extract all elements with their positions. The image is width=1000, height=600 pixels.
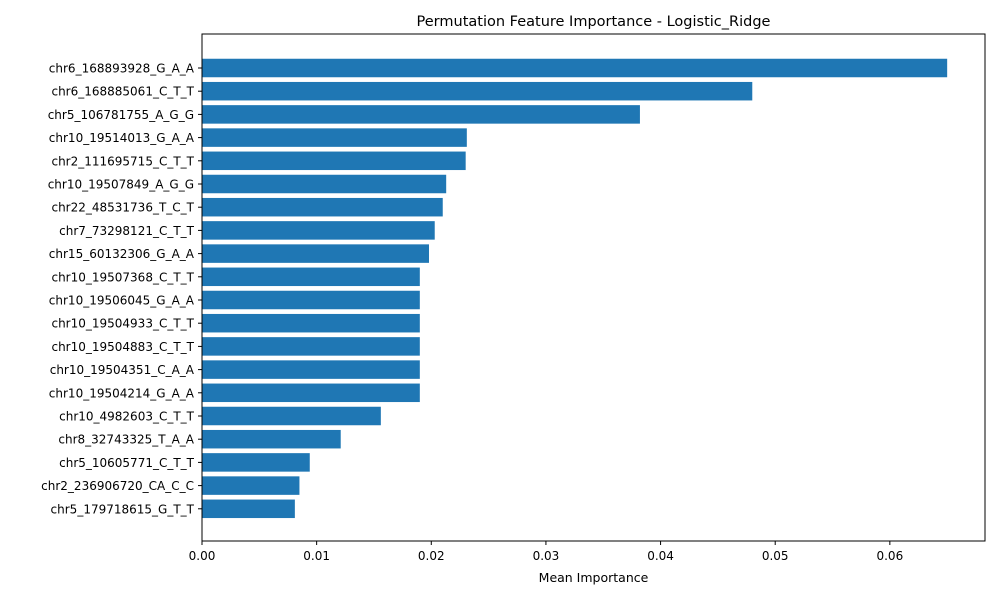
y-tick-label: chr10_19504883_C_T_T	[51, 340, 194, 354]
bar	[202, 267, 420, 287]
bar	[202, 453, 310, 472]
y-tick-label: chr5_179718615_G_T_T	[51, 502, 195, 516]
y-tick-label: chr10_4982603_C_T_T	[59, 410, 195, 424]
y-tick-label: chr22_48531736_T_C_T	[51, 201, 194, 215]
y-tick-label: chr7_73298121_C_T_T	[59, 224, 195, 238]
x-tick-label: 0.03	[533, 549, 560, 563]
bar	[202, 81, 753, 101]
y-tick-label: chr10_19507368_C_T_T	[51, 270, 194, 284]
y-tick-label: chr10_19514013_G_A_A	[49, 131, 195, 145]
x-tick-label: 0.05	[762, 549, 789, 563]
bar	[202, 476, 300, 495]
y-tick-label: chr6_168885061_C_T_T	[51, 85, 194, 99]
bar	[202, 244, 429, 263]
y-tick-label: chr10_19507849_A_G_G	[48, 178, 194, 192]
bar	[202, 105, 640, 124]
x-tick-label: 0.04	[647, 549, 674, 563]
x-tick-label: 0.02	[418, 549, 445, 563]
y-tick-label: chr5_106781755_A_G_G	[48, 108, 194, 122]
bar	[202, 360, 420, 379]
x-tick-label: 0.01	[303, 549, 330, 563]
bar	[202, 221, 435, 240]
bar	[202, 197, 443, 217]
bar	[202, 429, 341, 449]
bar	[202, 383, 420, 403]
y-tick-label: chr5_10605771_C_T_T	[59, 456, 195, 470]
y-tick-label: chr10_19506045_G_A_A	[49, 294, 195, 308]
bar	[202, 174, 447, 194]
bar	[202, 290, 420, 310]
y-tick-label: chr10_19504214_G_A_A	[49, 386, 195, 400]
x-tick-label: 0.06	[876, 549, 903, 563]
x-ticks: 0.00 0.01 0.02 0.03 0.04 0.05 0.06	[189, 541, 903, 563]
bars-group	[202, 58, 948, 519]
y-tick-label: chr2_111695715_C_T_T	[51, 154, 194, 168]
y-tick-label: chr10_19504351_C_A_A	[50, 363, 195, 377]
y-tick-label: chr6_168893928_G_A_A	[49, 62, 195, 76]
bar	[202, 313, 420, 333]
bar	[202, 58, 948, 78]
bar	[202, 406, 381, 426]
bar	[202, 151, 466, 171]
x-axis-label: Mean Importance	[539, 570, 649, 585]
plot-frame	[201, 33, 986, 542]
bar	[202, 499, 295, 519]
y-tick-label: chr8_32743325_T_A_A	[58, 433, 194, 447]
bar	[202, 128, 467, 147]
x-tick-label: 0.00	[189, 549, 216, 563]
bar	[202, 337, 420, 356]
y-tick-label: chr10_19504933_C_T_T	[51, 317, 194, 331]
chart-title: Permutation Feature Importance - Logisti…	[417, 14, 771, 30]
y-tick-label: chr15_60132306_G_A_A	[49, 247, 195, 261]
y-tick-labels: chr6_168893928_G_A_A chr6_168885061_C_T_T…	[41, 62, 202, 516]
y-tick-label: chr2_236906720_CA_C_C	[41, 479, 194, 493]
